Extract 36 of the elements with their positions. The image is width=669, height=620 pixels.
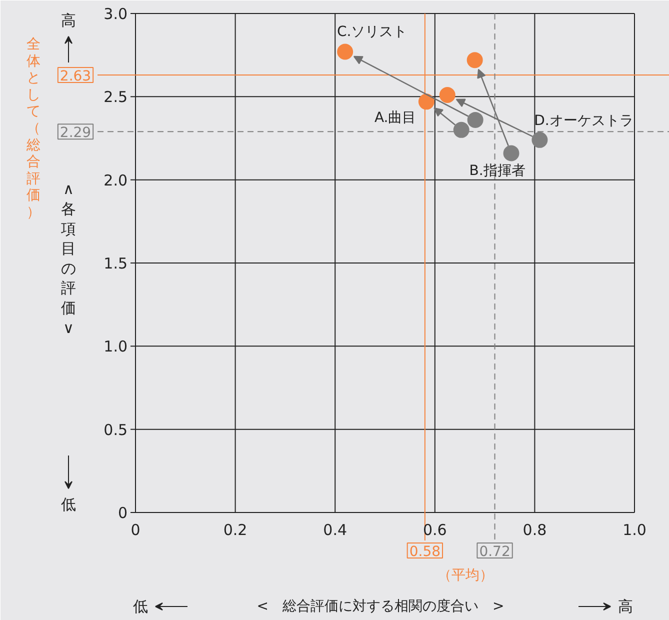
y-tick-label: 1.0 xyxy=(104,338,128,356)
y-tick-label: 0.5 xyxy=(104,420,128,439)
point xyxy=(418,94,434,110)
point xyxy=(453,122,470,138)
ref-line-label: 2.29 xyxy=(60,125,92,142)
x-axis-title: < 総合評価に対する相関の度合い > xyxy=(256,598,504,614)
text: 高 xyxy=(61,12,76,30)
text: （平均） xyxy=(438,568,494,584)
x-tick-label: 0.4 xyxy=(323,521,348,539)
y-tick-label: 1.5 xyxy=(104,254,128,272)
text: 高 xyxy=(618,598,633,616)
y-tick-label: 0 xyxy=(118,504,128,522)
annotation: D.オーケストラ xyxy=(534,112,634,129)
point xyxy=(532,132,548,148)
point xyxy=(467,112,484,128)
text: 全体として（総合評価） xyxy=(26,36,40,220)
x-tick-label: 0.2 xyxy=(223,521,248,539)
y-tick-label: 3.0 xyxy=(104,5,128,23)
y-axis-title: ∧各項目の評価∨ xyxy=(60,180,76,337)
y-tick-label: 2.0 xyxy=(104,171,128,190)
x-tick-label: 1.0 xyxy=(622,521,646,539)
point xyxy=(337,44,354,60)
x-tick-label: 0 xyxy=(130,521,140,539)
annotation: A.曲目 xyxy=(374,110,416,126)
y-tick-label: 2.5 xyxy=(104,88,128,106)
annotation: B.指揮者 xyxy=(469,163,526,180)
point xyxy=(439,87,456,103)
text: 低 xyxy=(133,598,148,616)
ref-line-label: 2.63 xyxy=(60,68,92,85)
ref-line-label: 0.72 xyxy=(479,544,510,560)
ref-line-label: 0.58 xyxy=(409,544,441,560)
x-tick-label: 0.8 xyxy=(522,521,547,539)
point xyxy=(503,145,520,162)
annotation: C.ソリスト xyxy=(336,24,408,40)
text: 低 xyxy=(61,496,76,514)
point xyxy=(466,52,483,68)
